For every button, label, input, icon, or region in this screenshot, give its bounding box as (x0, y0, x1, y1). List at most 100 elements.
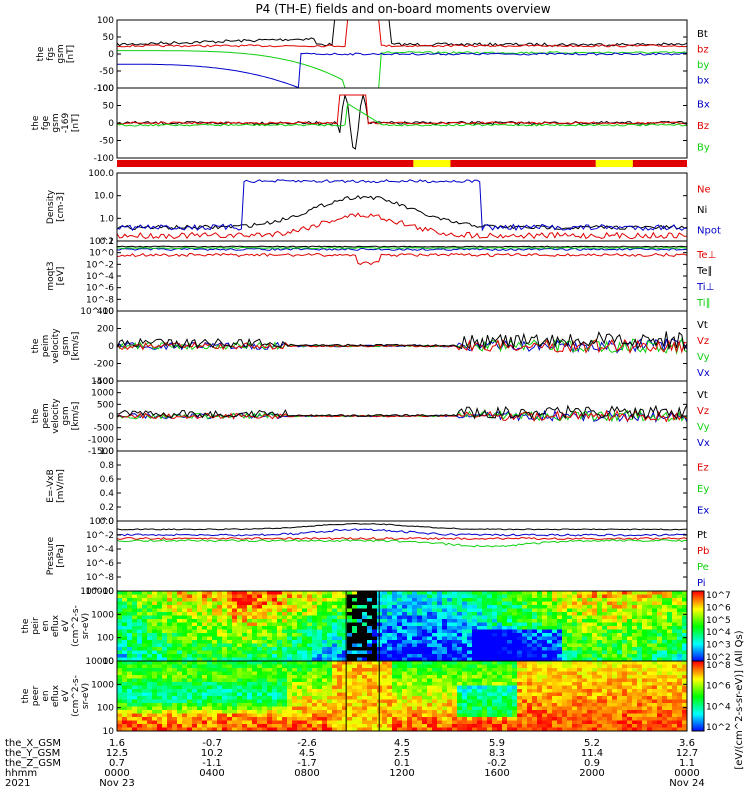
xaxis-value: 8.3 (489, 748, 505, 759)
mode-segment-1 (413, 160, 451, 167)
legend-density-0: Ne (697, 184, 711, 195)
xaxis-value: -0.2 (487, 758, 507, 769)
plot-area-peir (117, 591, 687, 661)
ytick-fge: -100 (94, 154, 115, 164)
xaxis-value: 12.5 (106, 748, 128, 759)
ylabel-peim: [km/s] (71, 332, 81, 361)
legend-peem-1: Vz (697, 406, 709, 417)
ytick-fge: 50 (103, 102, 115, 112)
panel-fgs: Bt bz by bx 100 50 0 -50 -100 the fgs gsm [nT] (36, 16, 709, 94)
legend-temp-3: Ti∥ (696, 298, 711, 309)
ytick-peer: 10 (103, 727, 115, 737)
ytick-peim: -200 (94, 360, 115, 370)
ylabel-peer: en (41, 690, 51, 701)
xaxis-value: 5.9 (489, 738, 505, 749)
legend-peim-1: Vz (697, 336, 709, 347)
ytick-temp: 10^-6 (86, 284, 114, 294)
ytick-pressure: 10^0 (89, 517, 114, 527)
mode-segment-3 (595, 160, 633, 167)
xaxis-value: 0.9 (584, 758, 600, 769)
panel-efield: Ez Ey Ex 1.0 0.8 0.6 0.4 0.2 0.0 E=-VxB [mV/m] (46, 447, 709, 527)
legend-fge-0: Bx (697, 100, 710, 111)
ylabel-peem: the (31, 408, 41, 423)
ylabel-peer: eflux (51, 684, 61, 707)
ylabel-density: Density (46, 189, 56, 224)
legend-fgs-0: Bt (697, 29, 708, 40)
xaxis-value: -2.6 (297, 738, 317, 749)
colorbar-tick-peir: 10^7 (706, 591, 731, 601)
legend-efield-2: Ex (697, 505, 709, 516)
xaxis-value: 3.6 (679, 738, 695, 749)
ytick-temp: 10^-2 (86, 260, 114, 270)
ytick-fge: 0 (108, 119, 114, 129)
xaxis-value: 0800 (294, 768, 319, 779)
panel-temp: Te⊥ Te∥ Ti⊥ Ti∥ 10^2 10^010^-2 10^-4 10^-610^-8… (46, 237, 716, 317)
ytick-peir: 1000 (91, 610, 114, 620)
mode-segment-0 (117, 160, 414, 167)
ytick-peer: 1000 (91, 680, 114, 690)
panel-peir: 10^7 10^6 10^5 10^4 10^3 10^2 10000 1000 100 10 th… (21, 587, 731, 667)
plot-area-peer (117, 661, 687, 731)
year-label: 2021 (5, 778, 30, 789)
legend-temp-2: Ti⊥ (696, 282, 714, 293)
ylabel-density: [cm-3] (56, 192, 66, 222)
ytick-fge: -50 (99, 137, 114, 147)
legend-pressure-2: Pe (697, 562, 709, 573)
xaxis-value: 1200 (389, 768, 414, 779)
panel-fge: Bx Bz By 100 50 0 -50 -100 the fge gsm -169 [nT] (31, 84, 710, 164)
xaxis-value: -0.7 (202, 738, 222, 749)
end-date: Nov 24 (669, 778, 704, 789)
colorbar-tick-peir: 10^5 (706, 616, 731, 626)
ytick-efield: 0.0 (100, 517, 115, 527)
ytick-efield: 0.4 (100, 489, 115, 499)
legend-peem-0: Vt (697, 390, 708, 401)
chart-title: P4 (TH-E) fields and on-board moments ov… (255, 2, 550, 16)
ylabel-pressure: Pressure (46, 536, 56, 575)
xaxis-value: 5.2 (584, 738, 600, 749)
ytick-efield: 0.2 (100, 503, 114, 513)
xaxis-value: 2000 (579, 768, 604, 779)
ytick-fgs: 0 (108, 50, 114, 60)
ytick-peim: 400 (97, 307, 114, 317)
colorbar-tick-peir: 10^2 (706, 653, 731, 663)
legend-fgs-2: by (697, 60, 709, 71)
colorbar-tick-peer: 10^8 (706, 661, 731, 671)
ylabel-efield: E=-VxB (46, 469, 56, 503)
ylabel-peem: [km/s] (71, 402, 81, 431)
xaxis-value: -1.7 (297, 758, 317, 769)
ylabel-peer: the (21, 688, 31, 703)
legend-pressure-1: Pb (697, 546, 709, 557)
ytick-efield: 0.8 (100, 461, 115, 471)
ytick-pressure: 10^-10 (80, 587, 114, 597)
ylabel-fgs: the (36, 46, 46, 61)
xaxis-value: 4.5 (394, 738, 410, 749)
legend-fgs-1: bz (697, 44, 709, 55)
xaxis-value: 0400 (199, 768, 224, 779)
colorbar-tick-peir: 10^6 (706, 603, 731, 613)
xaxis-value: 2.5 (394, 748, 410, 759)
ylabel-peir: en (41, 620, 51, 631)
colorbar-tick-peer: 10^6 (706, 682, 731, 692)
ylabel-fge: -169 (61, 113, 71, 134)
ytick-fgs: 50 (103, 33, 115, 43)
ylabel-peir: (cm^2-s- (71, 605, 81, 647)
ytick-density: 1.0 (100, 214, 115, 224)
mode-bar (117, 160, 687, 167)
ytick-density: 10.0 (94, 192, 114, 202)
ytick-fgs: -50 (99, 67, 114, 77)
colorbar-tick-peer: 10^2 (706, 723, 731, 733)
ylabel-peer: eV (61, 689, 71, 702)
legend-peem-2: Vy (697, 422, 710, 433)
ylabel-peer: sr-eV) (81, 683, 91, 709)
start-date: Nov 23 (99, 778, 134, 789)
ylabel-peir: peir (31, 617, 41, 635)
ytick-peer: 10000 (85, 657, 114, 667)
panel-frame (116, 450, 688, 522)
ytick-peem: -1500 (88, 447, 114, 457)
ytick-peem: 0 (108, 412, 114, 422)
xaxis-value: 4.5 (299, 748, 315, 759)
ytick-pressure: 10^-2 (86, 531, 114, 541)
panel-peer: 10^8 10^6 10^4 10^2 10000 1000 100 10 the peer en e… (21, 657, 731, 737)
xaxis-value: 1.6 (109, 738, 125, 749)
panel-pressure: Pt Pb Pe Pi 10^0 10^-2 10^-4 10^-6 10^-8 10^-10 Pr… (46, 517, 709, 597)
